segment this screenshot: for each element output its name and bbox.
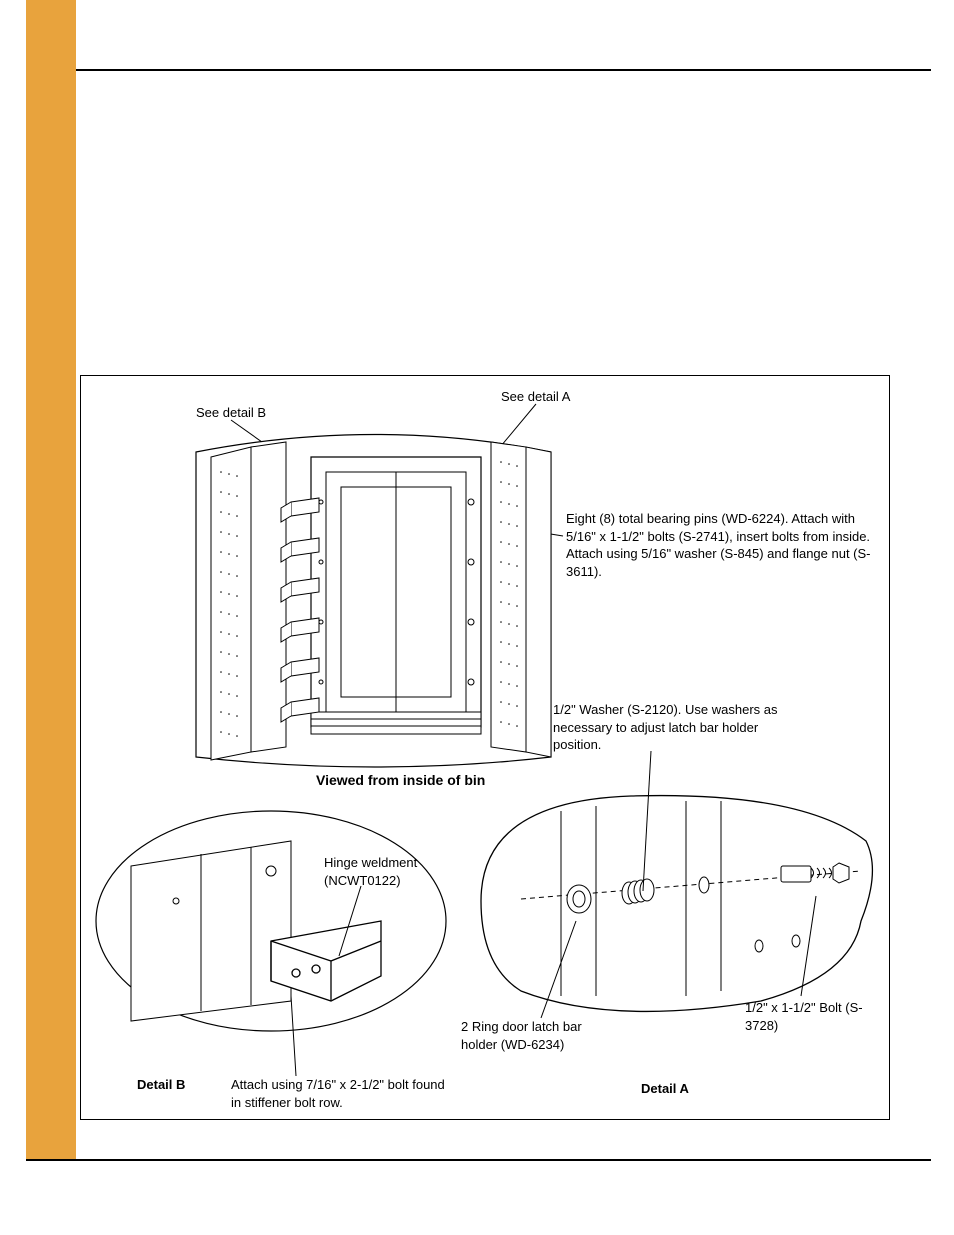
top-horizontal-rule [76, 69, 931, 71]
figure-frame: See detail A See detail B [80, 375, 890, 1120]
bottom-horizontal-rule [26, 1159, 931, 1161]
bearing-pins-note: Eight (8) total bearing pins (WD-6224). … [566, 510, 876, 580]
leader-detail-b [81, 796, 481, 1076]
bin-door-isometric [191, 412, 561, 782]
view-caption: Viewed from inside of bin [316, 771, 485, 790]
detail-a-title: Detail A [641, 1080, 689, 1098]
bolt-label: 1/2" x 1-1/2" Bolt (S-3728) [745, 999, 865, 1034]
detail-b-note: Attach using 7/16" x 2-1/2" bolt found i… [231, 1076, 451, 1111]
latch-holder-label: 2 Ring door latch bar holder (WD-6234) [461, 1018, 621, 1053]
left-accent-bar [26, 0, 76, 1160]
detail-b-title: Detail B [137, 1076, 185, 1094]
